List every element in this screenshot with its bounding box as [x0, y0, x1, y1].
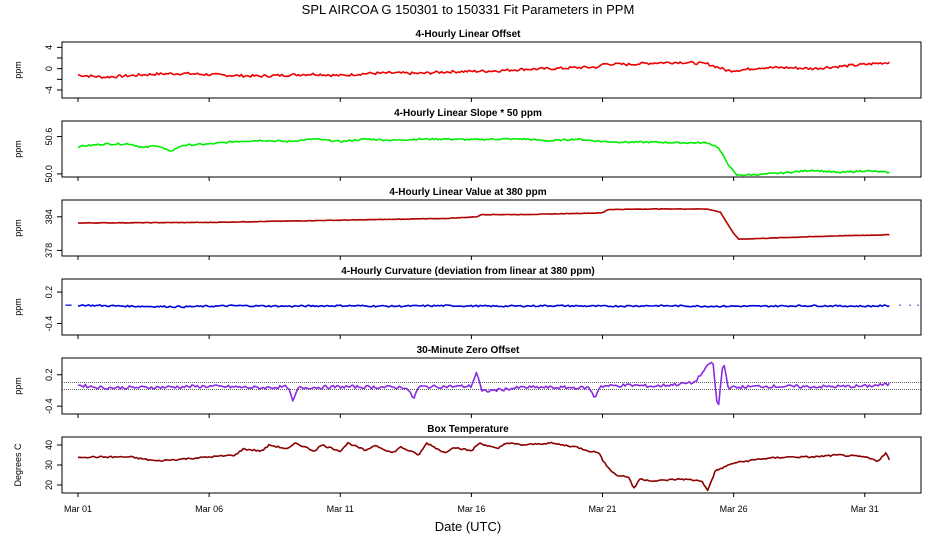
panel-frame — [61, 120, 922, 178]
y-axis-label: ppm — [13, 140, 23, 158]
panel-frame — [61, 278, 922, 336]
data-point — [917, 304, 919, 306]
x-axis: Mar 01 Mar 06 Mar 11 Mar 16 Mar 21 Mar 26 Mar … — [64, 504, 879, 514]
panel-title: 30-Minute Zero Offset — [417, 345, 520, 356]
panel-title: Box Temperature — [427, 424, 509, 435]
panel-frame — [61, 41, 922, 99]
panel-boxtemp: Box Temperature 40 30 20 Degrees C — [13, 424, 922, 497]
series-line — [78, 60, 890, 79]
panel-frame — [61, 436, 922, 494]
data-point — [909, 304, 911, 306]
panel-offset: 4-Hourly Linear Offset 4 0 -4 ppm — [13, 29, 922, 102]
y-tick-label: -4 — [44, 86, 54, 94]
data-point — [66, 304, 68, 306]
panel-title: 4-Hourly Linear Slope * 50 ppm — [394, 108, 542, 119]
panel-title: 4-Hourly Linear Offset — [415, 29, 521, 40]
data-point — [68, 304, 70, 306]
data-point — [69, 304, 71, 306]
y-tick-label: 50.0 — [44, 165, 54, 183]
panel-value380: 4-Hourly Linear Value at 380 ppm 384 378 pp… — [13, 187, 922, 260]
x-tick-label: Mar 11 — [327, 504, 354, 514]
x-tick-label: Mar 26 — [720, 504, 748, 514]
y-tick-label: 20 — [44, 480, 54, 490]
y-axis-label: ppm — [13, 219, 23, 237]
y-tick-label: 30 — [44, 460, 54, 470]
panel-frame — [61, 357, 922, 415]
x-tick-label: Mar 01 — [64, 504, 92, 514]
y-axis-label: Degrees C — [13, 443, 23, 487]
data-point — [65, 304, 67, 306]
y-tick-label: 384 — [44, 209, 54, 224]
series-line — [77, 304, 890, 309]
y-tick-label: 4 — [44, 45, 54, 50]
x-axis-label: Date (UTC) — [435, 519, 501, 534]
panel-slope: 4-Hourly Linear Slope * 50 ppm 50.6 50.0 pp… — [13, 108, 922, 183]
x-tick-label: Mar 31 — [851, 504, 879, 514]
series-line — [77, 137, 890, 177]
panel-frame — [61, 199, 922, 257]
x-tick-label: Mar 21 — [589, 504, 617, 514]
y-tick-label: 50.6 — [44, 128, 54, 146]
panel-title: 4-Hourly Linear Value at 380 ppm — [389, 187, 546, 198]
series-line — [77, 441, 891, 492]
y-axis-label: ppm — [13, 298, 23, 316]
y-axis-label: ppm — [13, 61, 23, 79]
chart-title: SPL AIRCOA G 150301 to 150331 Fit Parame… — [302, 2, 635, 17]
y-tick-label: 378 — [44, 243, 54, 258]
y-tick-label: -0.4 — [44, 398, 54, 414]
y-tick-label: -0.4 — [44, 316, 54, 332]
y-tick-label: 0.2 — [44, 286, 54, 299]
data-point — [70, 304, 72, 306]
y-tick-label: 0.2 — [44, 368, 54, 381]
data-point — [67, 304, 69, 306]
series-line — [77, 207, 890, 241]
panel-title: 4-Hourly Curvature (deviation from linea… — [341, 266, 594, 277]
y-axis-label: ppm — [13, 377, 23, 395]
data-point — [899, 304, 901, 306]
x-tick-label: Mar 06 — [195, 504, 223, 514]
panel-zero30: 30-Minute Zero Offset 0.2 -0.4 ppm — [13, 345, 922, 418]
x-tick-label: Mar 16 — [457, 504, 485, 514]
y-tick-label: 40 — [44, 440, 54, 450]
y-tick-label: 0 — [44, 66, 54, 71]
series-line — [77, 361, 891, 406]
panel-curvature: 4-Hourly Curvature (deviation from linea… — [13, 266, 922, 339]
